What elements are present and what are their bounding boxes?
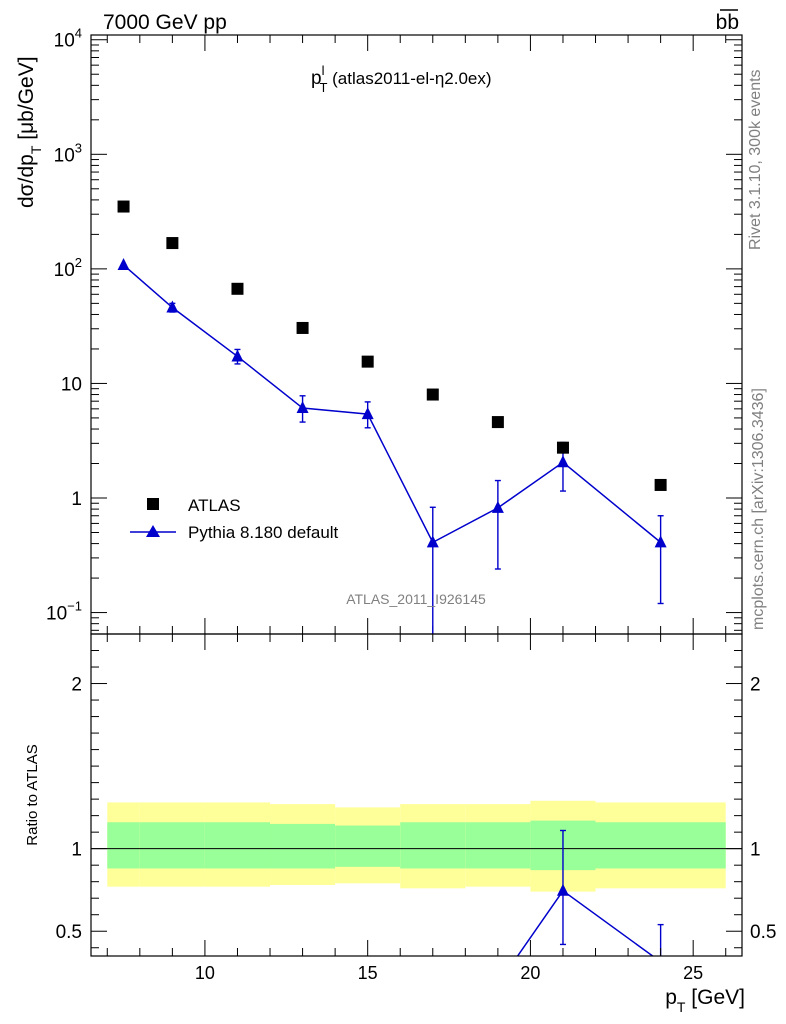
main-y-tick-label: 10−1 [46, 599, 82, 625]
x-axis-label-sub: T [677, 999, 686, 1015]
main-y-tick-exponent: 2 [75, 255, 82, 270]
pythia-data-point [426, 535, 439, 548]
main-y-tick-base: 10 [61, 374, 82, 395]
rivet-label: Rivet 3.1.10, 300k events [747, 69, 764, 250]
x-tick-label: 15 [358, 963, 378, 983]
main-y-tick-base: 1 [71, 489, 82, 510]
x-axis-label-units: [GeV] [685, 986, 745, 1009]
pythia-data-point [556, 455, 569, 468]
ratio-y-tick-label-right: 1 [750, 840, 761, 861]
main-y-tick-label: 10 [61, 374, 82, 395]
energy-label: 7000 GeV pp [103, 11, 227, 34]
atlas-data-point [166, 237, 179, 250]
main-y-axis-label: dσ/dpT [μb/GeV] [15, 56, 44, 208]
atlas-data-point [491, 416, 504, 429]
atlas-data-point [117, 200, 130, 213]
process-label: bb [716, 11, 739, 34]
ratio-frame-rect [90, 633, 743, 957]
mcplots-label: mcplots.cern.ch [arXiv:1306.3436] [750, 388, 767, 630]
main-y-tick-base: 10 [46, 604, 67, 625]
ratio-plot-ticks [91, 634, 742, 956]
x-axis-label: pT [GeV] [665, 986, 745, 1015]
ratio-y-tick-label-left: 2 [71, 675, 82, 696]
main-markers [117, 200, 667, 548]
main-y-axis-label-main: dσ/dp [15, 154, 38, 208]
main-y-tick-label: 1 [71, 489, 82, 510]
ratio-band-inner [465, 822, 531, 869]
main-y-tick-base: 10 [54, 31, 75, 52]
ratio-y-axis-label: Ratio to ATLAS [24, 744, 41, 845]
plot-title-rest: (atlas2011-el-η2.0ex) [327, 69, 491, 88]
ratio-uncertainty-bands [107, 800, 726, 892]
main-y-axis-label-sub: T [28, 145, 44, 154]
main-y-tick-exponent: −1 [67, 599, 82, 614]
ratio-band-inner [400, 822, 466, 869]
ratio-band-inner [335, 825, 401, 867]
pythia-data-point [296, 401, 309, 414]
legend-pythia-label: Pythia 8.180 default [188, 523, 339, 542]
main-frame-rect [90, 34, 743, 635]
ratio-y-tick-label-right: 2 [750, 675, 761, 696]
ratio-band-inner [595, 822, 726, 869]
pythia-data-point [231, 349, 244, 362]
ratio-x-tick-labels: 10 15 20 25 [195, 963, 703, 983]
x-axis-label-main: p [665, 986, 677, 1009]
ratio-pythia-data-point [492, 977, 504, 989]
x-tick-label: 20 [520, 963, 540, 983]
x-tick-label: 25 [683, 963, 703, 983]
ratio-band-inner [270, 823, 336, 869]
main-y-tick-base: 10 [54, 260, 75, 281]
pythia-data-point [166, 300, 179, 313]
ratio-band-inner [107, 822, 140, 869]
main-plot-ticks [91, 35, 742, 634]
atlas-data-point [556, 441, 569, 454]
ratio-y-tick-label-right: 0.5 [750, 922, 776, 943]
main-y-tick-base: 10 [54, 145, 75, 166]
main-error-bars [120, 264, 664, 634]
main-y-tick-exponent: 4 [75, 26, 82, 41]
ratio-y-tick-label-left: 1 [71, 840, 82, 861]
main-y-tick-label: 103 [54, 140, 82, 166]
legend-atlas-marker [147, 498, 159, 510]
legend-pythia-marker [146, 525, 160, 537]
ratio-series-lines [492, 829, 664, 989]
atlas-data-point [654, 478, 667, 491]
legend-atlas-label: ATLAS [188, 496, 241, 515]
plot-title: pl T (atlas2011-el-η2.0ex) [311, 63, 492, 95]
x-tick-label: 10 [195, 963, 215, 983]
ratio-band-inner [204, 822, 271, 869]
plot-title-sub: T [319, 80, 327, 95]
ratio-pythia-data-point [556, 883, 569, 896]
ratio-band-inner [139, 822, 205, 869]
main-y-tick-label: 104 [54, 26, 82, 52]
main-y-tick-exponent: 3 [75, 140, 82, 155]
ratio-plot-frame [90, 633, 743, 957]
atlas-data-point [361, 355, 374, 368]
ratio-y-tick-labels: 0.5 0.5 1 1 2 2 [56, 675, 777, 944]
pythia-data-point [361, 407, 374, 420]
plot-title-main: p [311, 68, 322, 89]
atlas-data-point [426, 388, 439, 401]
plot-title-sup: l [322, 63, 325, 78]
legend: ATLAS Pythia 8.180 default [130, 496, 339, 542]
main-y-tick-label: 102 [54, 255, 82, 281]
analysis-watermark: ATLAS_2011_I926145 [346, 591, 486, 607]
atlas-data-point [231, 282, 244, 295]
pythia-data-point [654, 535, 667, 548]
pythia-data-point [491, 500, 504, 513]
main-plot-frame [90, 34, 743, 635]
pythia-data-point [117, 258, 130, 271]
main-y-axis-label-units: [μb/GeV] [15, 56, 38, 145]
ratio-y-tick-label-left: 0.5 [56, 922, 82, 943]
atlas-data-point [296, 321, 309, 334]
